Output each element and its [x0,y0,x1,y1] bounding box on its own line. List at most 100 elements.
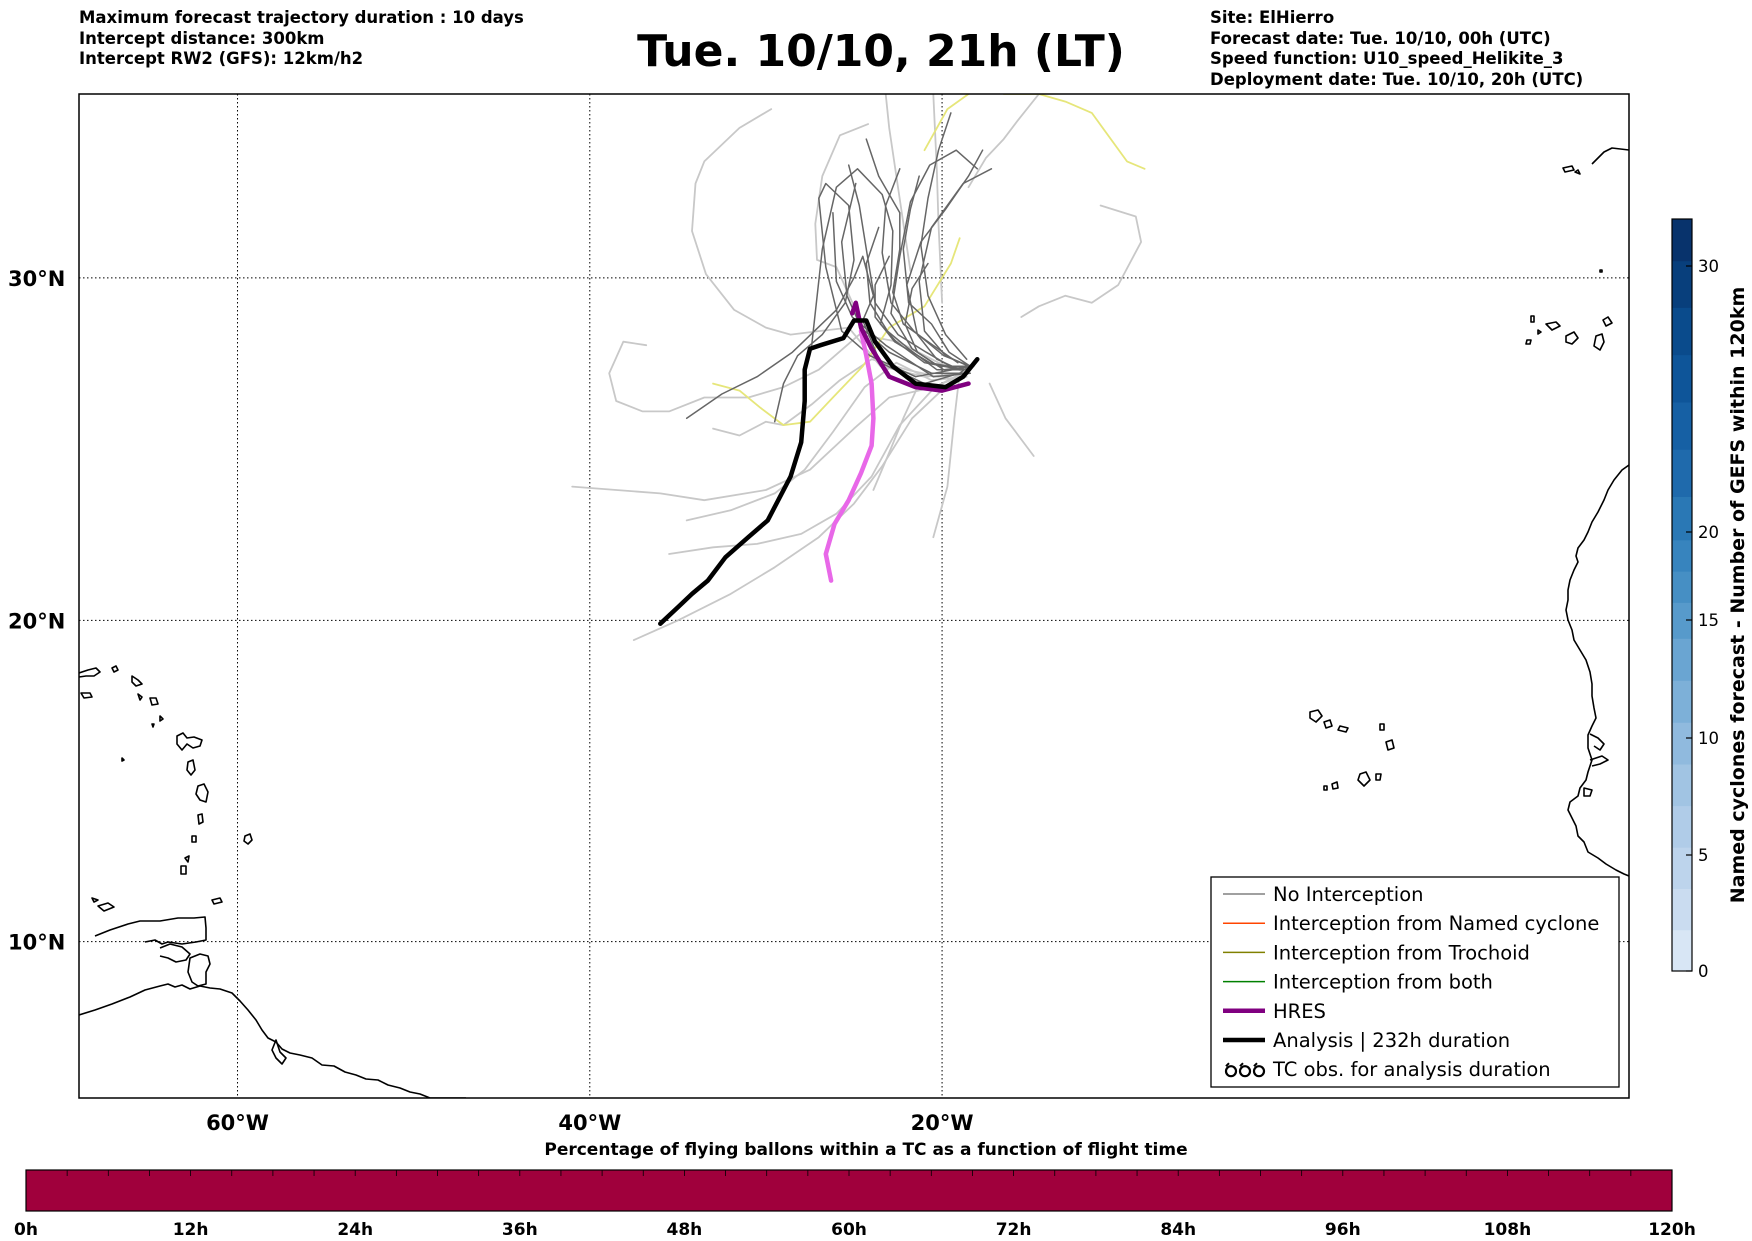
island-la-gomera [1537,329,1542,335]
colorbar-segment [1672,764,1692,807]
island-tenerife [1545,321,1561,331]
colorbar-frame [1671,218,1693,972]
gefs-track-light [691,108,968,378]
info-intercept-distance: Intercept distance: 300km [79,28,325,48]
gefs-track-no-interception [920,112,968,360]
island-tobago [211,897,223,905]
gefs-track-no-interception [906,149,984,371]
time-bar-tick-label: 24h [337,1220,373,1240]
info-site: Site: ElHierro [1210,8,1335,27]
lat-tick-label: 10°N [8,931,65,955]
coastline-cape-verde-peninsula [1589,733,1605,751]
island-sao-nicolau [1337,725,1349,733]
coastline-bissau-islands [1583,787,1593,797]
time-bar-tick-label: 12h [173,1220,209,1240]
island-la-palma [1530,315,1535,323]
trajectory-layer [571,94,1146,641]
colorbar-segment [1672,722,1692,765]
time-bar-tick-label: 36h [502,1220,538,1240]
island-dominica [186,759,196,776]
coastlines [79,147,1629,1098]
time-bar-tick-label: 48h [667,1220,703,1240]
colorbar-segment [1672,680,1692,723]
legend-label: HRES [1273,1000,1326,1023]
lon-tick-label: 40°W [558,1111,621,1135]
island-grenada [180,865,187,875]
legend-items: No Interception Interception from Named c… [1223,883,1599,1081]
legend-label: No Interception [1273,883,1424,906]
map-frame [78,93,1630,1099]
island-lanzarote [1602,316,1613,327]
gefs-track-light [872,382,921,491]
island-martinique [195,783,209,803]
gefs-track-light [932,372,961,539]
lat-tick-label: 30°N [8,267,65,291]
time-bar: Percentage of flying ballons within a TC… [14,1140,1696,1240]
island-boa-vista [1385,739,1395,751]
time-bar-fill [25,1169,1673,1212]
island-fogo [1331,781,1339,790]
island-brava [1323,785,1328,791]
colorbar-tick-label: 15 [1698,611,1719,630]
island-grenadines [184,855,190,863]
time-bar-tick-label: 60h [831,1220,867,1240]
analysis-track [658,318,980,626]
colorbar-segment [1672,805,1692,848]
colorbar-segment [1672,401,1692,450]
colorbar-segments [1672,219,1692,972]
info-right: Site: ElHierro Forecast date: Tue. 10/10… [1210,8,1583,90]
coastline-morocco [1591,147,1629,165]
colorbar-title: Named cyclones forecast - Number of GEFS… [1727,287,1749,904]
island-virgin-1 [111,665,119,673]
gefs-track-yellow [1002,94,1146,170]
island-sao-vicente [1323,719,1333,729]
island-antigua [149,697,159,706]
coastline-south-america [79,983,466,1098]
gefs-track-yellow [923,94,970,152]
island-montserrat [159,715,164,722]
time-bar-tick-label: 96h [1325,1220,1361,1240]
hres-track-light [823,328,876,583]
gefs-track-no-interception [874,255,968,371]
legend-box [1210,876,1620,1088]
island-st-vincent [191,835,197,843]
island-madeira [1562,165,1575,173]
time-bar-ticks: 0h 12h 24h 36h 48h 60h 72h 84h 96h 108h 120h [14,1170,1696,1240]
colorbar-segment [1672,929,1692,972]
lon-tick-label: 20°W [911,1111,974,1135]
colorbar-segment [1672,888,1692,931]
coastline-trinidad [187,953,211,987]
gefs-track-light [884,94,912,272]
gefs-track-light [571,372,970,502]
time-bar-tick-label: 72h [996,1220,1032,1240]
island-selvagens [1574,169,1581,175]
gefs-track-light [967,94,1040,189]
colorbar-segment [1672,449,1692,498]
island-dot [1599,269,1603,273]
gefs-track-light [668,368,970,555]
colorbar-segment [1672,847,1692,890]
map-gridlines [79,94,1629,1098]
legend-label: Analysis | 232h duration [1273,1029,1510,1052]
colorbar-ticks: 0 5 10 15 20 30 [1686,257,1719,981]
coastline-africa [1565,464,1629,877]
time-bar-title: Percentage of flying ballons within a TC… [544,1140,1187,1160]
lon-tick-label: 60°W [206,1111,269,1135]
colorbar-tick-label: 10 [1698,729,1719,748]
gefs-track-no-interception [865,226,964,371]
island-curacao [91,897,99,903]
colorbar-segment [1672,219,1692,262]
gefs-track-no-interception [881,168,972,367]
gefs-track-no-interception [904,262,973,371]
hres-track [849,300,971,393]
info-duration: Maximum forecast trajectory duration : 1… [79,8,524,27]
gefs-track-light [608,333,970,413]
gefs-track-light [685,361,968,522]
legend: No Interception Interception from Named c… [1210,876,1620,1088]
legend-label: TC obs. for analysis duration [1272,1058,1551,1081]
island-fuerteventura [1593,333,1605,351]
colorbar-segment [1672,307,1692,356]
colorbar-tick-label: 5 [1698,846,1709,865]
island-anguilla [80,692,93,699]
island-st-lucia [197,813,204,825]
